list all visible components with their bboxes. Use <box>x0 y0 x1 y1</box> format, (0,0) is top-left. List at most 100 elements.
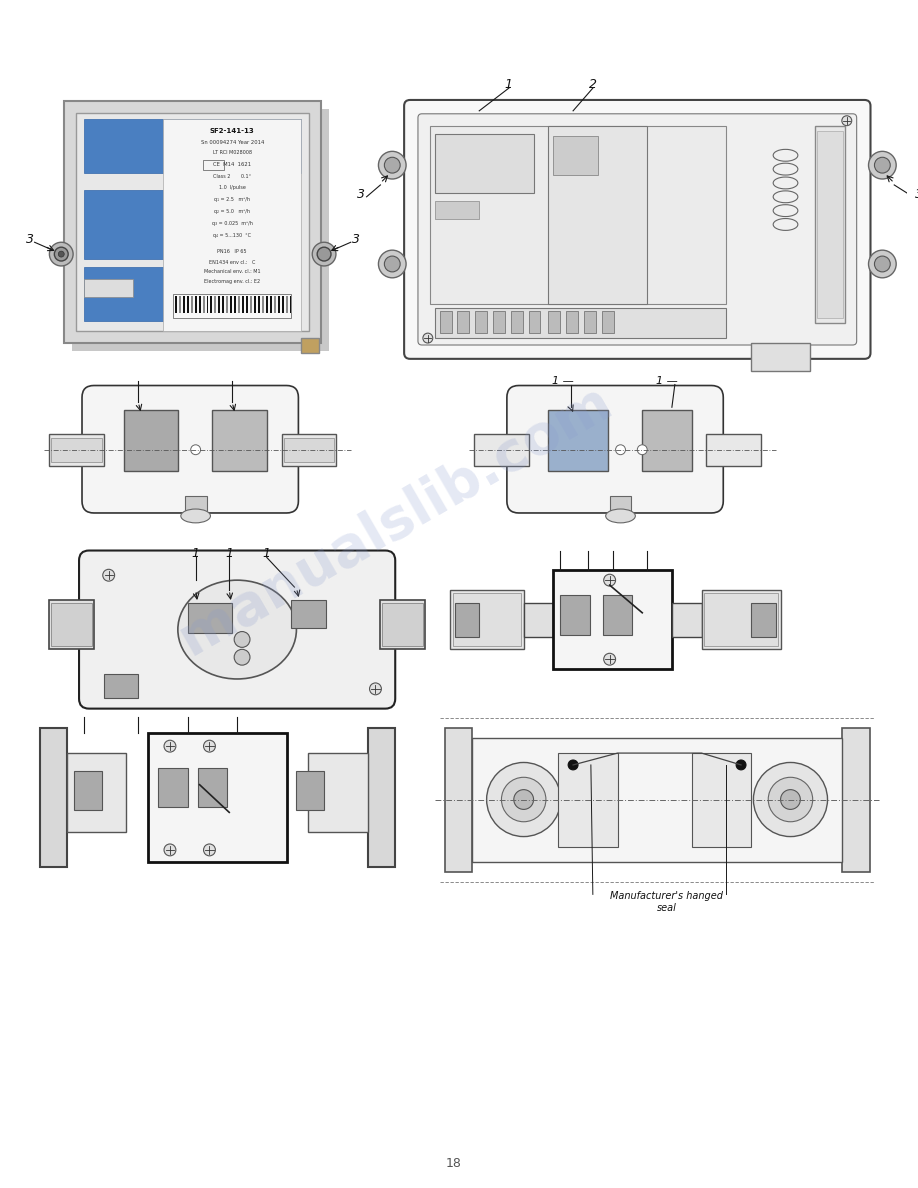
Bar <box>104 674 139 697</box>
Text: CE  M14  1621: CE M14 1621 <box>213 162 252 166</box>
Circle shape <box>312 242 336 266</box>
Bar <box>175 296 177 314</box>
Circle shape <box>204 740 216 752</box>
Bar <box>250 296 252 314</box>
Bar <box>751 602 776 638</box>
Bar <box>254 296 256 314</box>
Bar <box>472 738 842 861</box>
Text: 3: 3 <box>26 233 34 246</box>
Bar <box>222 296 224 314</box>
Bar <box>289 296 292 314</box>
Bar <box>493 311 505 333</box>
Circle shape <box>378 251 406 278</box>
Bar <box>84 119 301 173</box>
Text: q₁ = 2.5   m³/h: q₁ = 2.5 m³/h <box>214 197 251 202</box>
Bar <box>475 434 529 466</box>
Bar <box>308 753 367 832</box>
Text: Manufacturer's hanged: Manufacturer's hanged <box>610 891 723 902</box>
Bar <box>76 113 309 331</box>
Circle shape <box>164 843 176 855</box>
Bar <box>246 296 248 314</box>
Circle shape <box>868 151 896 179</box>
Circle shape <box>54 247 68 261</box>
Bar <box>188 602 232 632</box>
Bar <box>548 311 560 333</box>
Text: 1: 1 <box>225 546 233 560</box>
Circle shape <box>234 632 250 647</box>
Bar <box>704 593 778 646</box>
Bar <box>67 753 127 832</box>
Bar <box>277 296 280 314</box>
Bar <box>292 600 326 627</box>
Text: 3: 3 <box>915 189 918 201</box>
Circle shape <box>234 650 250 665</box>
Text: Electromag env. cl.: E2: Electromag env. cl.: E2 <box>204 279 261 284</box>
Bar <box>266 296 268 314</box>
Circle shape <box>385 257 400 272</box>
Bar <box>548 126 647 303</box>
Bar <box>230 296 232 314</box>
Text: q₂ = 5.0   m³/h: q₂ = 5.0 m³/h <box>214 209 251 214</box>
Bar <box>218 296 220 314</box>
Bar <box>297 771 324 810</box>
Bar <box>74 771 102 810</box>
Bar <box>212 410 267 472</box>
Ellipse shape <box>178 580 297 680</box>
Text: 1: 1 <box>263 546 271 560</box>
Bar <box>207 296 208 314</box>
Bar <box>185 497 207 516</box>
Bar <box>84 190 203 259</box>
Text: Mechanical env. cl.: M1: Mechanical env. cl.: M1 <box>204 270 261 274</box>
Ellipse shape <box>487 763 561 836</box>
Circle shape <box>842 115 852 126</box>
Bar <box>560 595 590 634</box>
Text: q₃ = 0.025  m³/h: q₃ = 0.025 m³/h <box>212 221 252 226</box>
Bar <box>124 410 178 472</box>
Bar <box>672 602 701 638</box>
FancyBboxPatch shape <box>79 550 396 708</box>
FancyBboxPatch shape <box>507 386 723 513</box>
Bar <box>163 119 301 331</box>
Bar <box>548 410 608 472</box>
Ellipse shape <box>768 777 812 822</box>
Bar <box>84 267 203 321</box>
Circle shape <box>568 760 578 770</box>
Bar <box>39 728 67 867</box>
Text: PN16   IP 65: PN16 IP 65 <box>218 248 247 253</box>
Bar <box>523 602 554 638</box>
Bar <box>301 339 319 353</box>
Ellipse shape <box>606 508 635 523</box>
Bar <box>842 728 869 872</box>
FancyBboxPatch shape <box>418 114 856 345</box>
Bar <box>242 296 244 314</box>
Bar <box>440 311 452 333</box>
Bar <box>197 767 228 808</box>
Text: SF2-141-13: SF2-141-13 <box>210 127 254 133</box>
Bar <box>610 497 632 516</box>
Bar <box>435 133 533 192</box>
Bar <box>50 434 104 466</box>
Bar <box>50 600 94 650</box>
Ellipse shape <box>501 777 546 822</box>
Bar <box>476 311 487 333</box>
Bar <box>380 600 425 650</box>
Bar <box>815 126 845 323</box>
Ellipse shape <box>181 508 210 523</box>
Circle shape <box>423 333 432 343</box>
Ellipse shape <box>754 763 827 836</box>
Circle shape <box>616 444 625 455</box>
Bar <box>173 293 292 318</box>
Circle shape <box>59 251 64 257</box>
Bar <box>566 311 578 333</box>
Bar <box>643 410 691 472</box>
Text: q₄ = 5...130  °C: q₄ = 5...130 °C <box>213 233 252 238</box>
Bar <box>186 296 189 314</box>
Bar <box>179 296 181 314</box>
Circle shape <box>875 257 890 272</box>
Bar <box>603 595 633 634</box>
Bar <box>691 753 751 847</box>
Text: 2: 2 <box>588 77 597 90</box>
Text: 3: 3 <box>352 233 360 246</box>
Bar <box>51 438 102 462</box>
Bar <box>554 570 672 669</box>
